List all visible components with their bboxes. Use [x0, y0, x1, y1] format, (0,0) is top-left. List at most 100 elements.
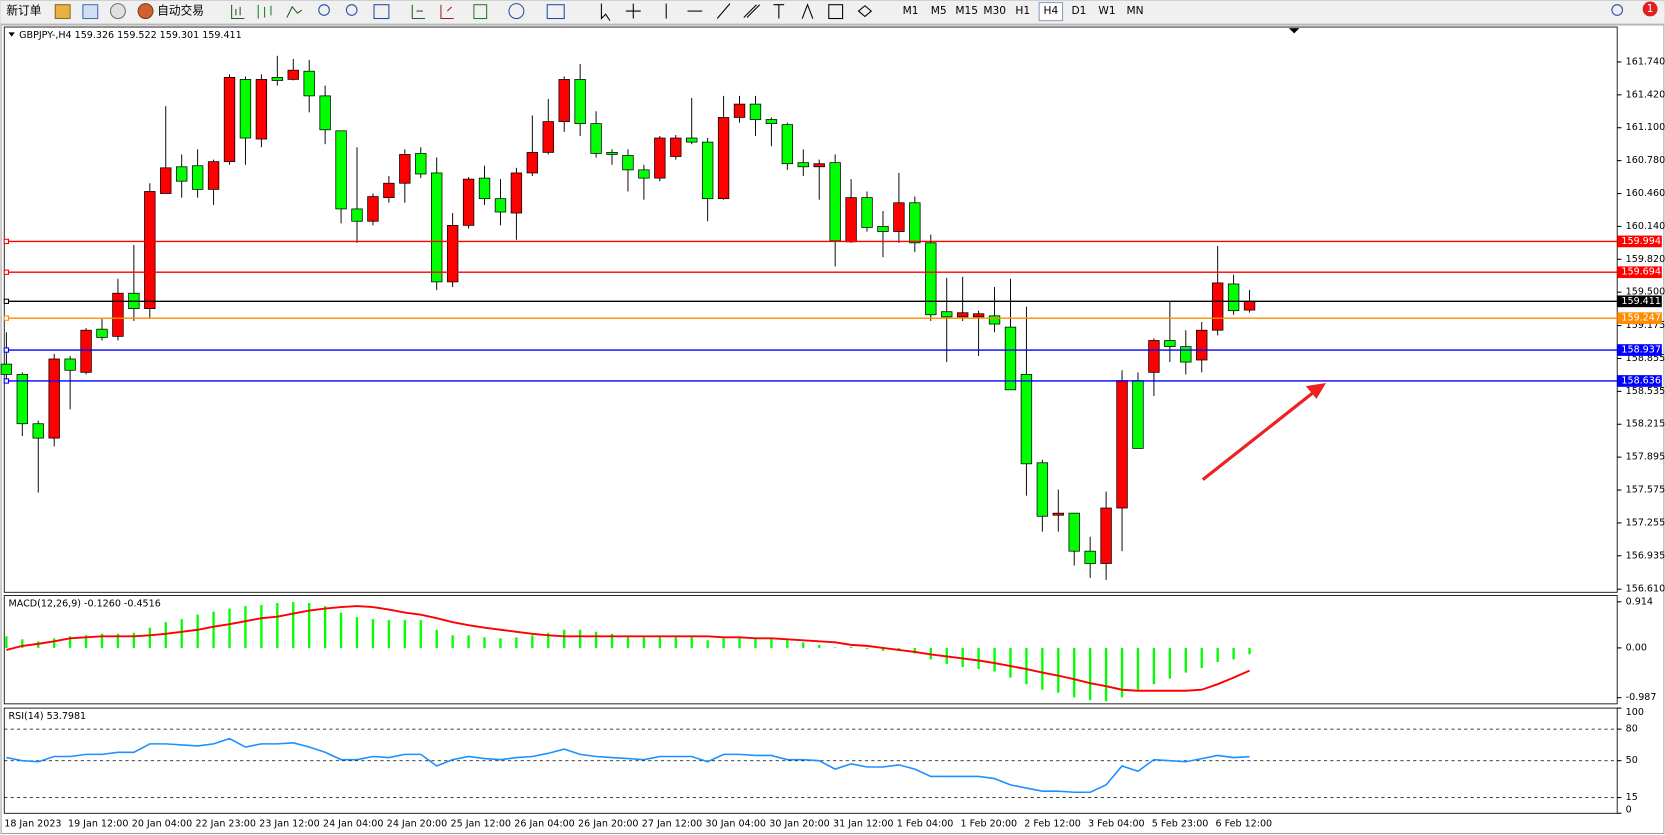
macd-bar [610, 633, 614, 648]
macd-bar [419, 620, 422, 648]
macd-bar [547, 632, 550, 648]
annotation-arrow [1201, 391, 1315, 481]
timeframe-button[interactable]: D1 [1071, 4, 1086, 17]
timeframe-button[interactable]: W1 [1098, 4, 1115, 17]
candle-body [526, 152, 539, 174]
candle-body [367, 196, 379, 222]
y-tick-label: 0 [1626, 805, 1632, 816]
candle-body [893, 202, 905, 232]
icon[interactable] [82, 4, 99, 20]
shift-marker [1288, 28, 1300, 34]
icon[interactable] [345, 4, 358, 16]
macd-bar [308, 603, 311, 648]
icon[interactable] [546, 4, 565, 20]
icon[interactable] [801, 3, 814, 19]
icon[interactable] [109, 3, 126, 20]
timeframe-button[interactable]: M15 [955, 4, 978, 17]
icon[interactable] [828, 4, 844, 20]
macd-bar [563, 629, 566, 648]
macd-bar [1232, 647, 1235, 660]
candle-body [431, 172, 443, 283]
icon[interactable] [257, 4, 272, 19]
candle-body [223, 77, 236, 163]
candle-body [574, 79, 586, 124]
icon[interactable] [231, 4, 245, 20]
price-label: 159.247 [1621, 313, 1660, 324]
x-tick-label: 31 Jan 12:00 [833, 818, 893, 829]
y-tick-label: -0.987 [1626, 692, 1657, 703]
macd-bar [355, 617, 359, 648]
macd-bar [1088, 647, 1092, 701]
price-label-box [1617, 235, 1662, 248]
candle-body [335, 130, 347, 210]
notification-badge[interactable] [1642, 1, 1658, 17]
candle-body [48, 358, 60, 439]
candle-body [16, 374, 28, 425]
icon[interactable] [440, 4, 454, 20]
icon[interactable] [625, 3, 641, 19]
candle-body [733, 103, 746, 118]
macd-bar [180, 619, 183, 648]
candle-body [909, 202, 921, 244]
candle-body [160, 167, 172, 194]
timeframe-button[interactable]: M30 [983, 4, 1006, 17]
candle-body [622, 155, 634, 171]
icon[interactable] [857, 5, 873, 18]
candle-body [96, 328, 108, 338]
macd-bar [228, 608, 231, 648]
timeframe-button[interactable]: H4 [1043, 4, 1058, 17]
macd-bar [276, 603, 279, 648]
macd-bar [164, 622, 167, 648]
panel-title: GBPJPY-,H4 159.326 159.522 159.301 159.4… [19, 30, 242, 41]
candle-body [239, 79, 252, 139]
candle-body [144, 191, 156, 309]
macd-bar [1248, 647, 1251, 655]
icon[interactable] [773, 4, 785, 19]
icon[interactable] [318, 4, 330, 16]
main-panel [3, 26, 1618, 593]
icon[interactable] [137, 3, 154, 20]
candle-body [399, 154, 411, 184]
timeframe-button[interactable]: H1 [1015, 4, 1030, 17]
icon[interactable] [716, 3, 731, 19]
search-icon[interactable] [1611, 4, 1624, 16]
price-label: 159.694 [1621, 267, 1660, 278]
icon[interactable] [508, 3, 525, 20]
icon[interactable] [286, 5, 303, 18]
macd-bar [435, 629, 438, 648]
icon[interactable] [473, 4, 488, 20]
macd-bar [1104, 647, 1108, 702]
timeframe-button[interactable]: M1 [903, 4, 919, 17]
candle-body [80, 329, 92, 373]
price-label: 159.411 [1621, 296, 1660, 307]
icon[interactable] [411, 4, 426, 20]
timeframe-button[interactable]: M5 [931, 4, 947, 17]
x-tick-label: 2 Feb 12:00 [1024, 818, 1081, 829]
candle-body [845, 197, 857, 243]
frame [0, 24, 1665, 835]
macd-bar [849, 646, 853, 648]
icon[interactable] [373, 4, 390, 20]
macd-bar [1152, 647, 1156, 685]
candle-body [606, 152, 618, 155]
icon[interactable] [54, 4, 71, 20]
x-tick-label: 26 Jan 04:00 [514, 818, 574, 829]
candle-body [717, 117, 730, 200]
x-tick-label: 19 Jan 12:00 [68, 818, 128, 829]
y-tick-label: 159.500 [1626, 287, 1665, 298]
y-tick-label: 50 [1626, 755, 1638, 766]
y-tick-label: 161.420 [1626, 89, 1665, 100]
macd-bar [626, 636, 630, 648]
new-order-button[interactable]: 新订单 [6, 4, 41, 18]
timeframe-button[interactable]: MN [1126, 4, 1143, 17]
icon[interactable] [600, 3, 611, 21]
macd-bar [977, 647, 980, 670]
candle-body [654, 137, 666, 179]
auto-trading-button[interactable]: 自动交易 [157, 4, 204, 18]
x-tick-label: 1 Feb 04:00 [897, 818, 954, 829]
candle-body [462, 178, 475, 226]
icon[interactable] [743, 4, 761, 18]
macd-bar [196, 614, 199, 648]
